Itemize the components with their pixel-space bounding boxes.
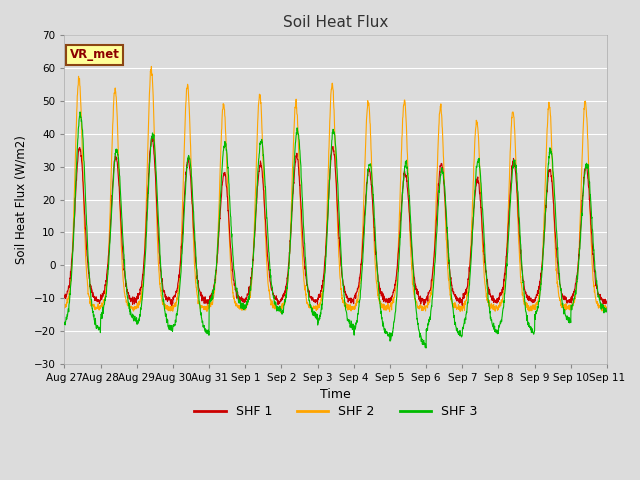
SHF 1 <box>364 172 371 178</box>
SHF 2 <box>61 305 68 311</box>
Y-axis label: Soil Heat Flux (W/m2): Soil Heat Flux (W/m2) <box>15 135 28 264</box>
SHF 3 <box>571 296 579 302</box>
Line: SHF 2: SHF 2 <box>65 66 607 312</box>
X-axis label: Time: Time <box>321 388 351 401</box>
SHF 2 <box>556 296 563 301</box>
SHF 1 <box>603 298 611 304</box>
SHF 3 <box>603 305 611 311</box>
SHF 2 <box>603 304 611 310</box>
SHF 1 <box>148 133 156 139</box>
SHF 3 <box>351 325 359 331</box>
SHF 1 <box>494 299 502 305</box>
SHF 2 <box>148 63 156 69</box>
Legend: SHF 1, SHF 2, SHF 3: SHF 1, SHF 2, SHF 3 <box>189 400 482 423</box>
SHF 1 <box>556 276 563 282</box>
SHF 2 <box>352 301 360 307</box>
SHF 1 <box>571 287 579 292</box>
Line: SHF 3: SHF 3 <box>65 112 607 348</box>
SHF 1 <box>352 296 360 301</box>
SHF 1 <box>168 302 175 308</box>
SHF 2 <box>276 310 284 315</box>
Line: SHF 1: SHF 1 <box>65 136 607 305</box>
SHF 3 <box>556 271 563 276</box>
SHF 3 <box>212 267 220 273</box>
SHF 2 <box>212 270 220 276</box>
Title: Soil Heat Flux: Soil Heat Flux <box>283 15 388 30</box>
Text: VR_met: VR_met <box>70 48 120 61</box>
SHF 1 <box>61 293 68 299</box>
SHF 2 <box>571 299 579 304</box>
SHF 2 <box>494 307 502 313</box>
SHF 3 <box>422 345 430 351</box>
SHF 3 <box>494 327 502 333</box>
SHF 3 <box>364 180 371 185</box>
SHF 1 <box>212 268 220 274</box>
SHF 2 <box>364 105 371 110</box>
SHF 3 <box>76 109 84 115</box>
SHF 3 <box>61 321 68 327</box>
